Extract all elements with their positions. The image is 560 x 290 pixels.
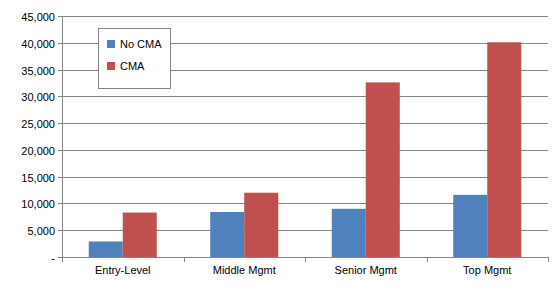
bar xyxy=(210,212,244,257)
y-tick xyxy=(58,70,62,71)
chart-container: - 5,000 10,000 15,000 20,000 25,000 30,000 35,0… xyxy=(0,0,560,290)
y-tick-label: - xyxy=(51,252,55,264)
legend-swatch xyxy=(107,40,115,48)
legend-box xyxy=(99,29,171,89)
y-tick xyxy=(58,203,62,204)
x-tick-label: Senior Mgmt xyxy=(335,264,397,276)
grid-line xyxy=(62,177,548,178)
y-tick xyxy=(58,257,62,258)
x-tick xyxy=(184,257,185,262)
legend-label: CMA xyxy=(120,60,145,72)
x-tick xyxy=(427,257,428,262)
x-tick-label: Entry-Level xyxy=(95,264,151,276)
bar xyxy=(332,209,366,257)
bar xyxy=(487,42,521,257)
bar xyxy=(123,213,157,257)
grid-line xyxy=(62,96,548,97)
y-tick xyxy=(58,177,62,178)
y-tick xyxy=(58,96,62,97)
x-tick-label: Middle Mgmt xyxy=(213,264,276,276)
y-tick-label: 15,000 xyxy=(21,172,55,184)
y-tick xyxy=(58,123,62,124)
legend: No CMA CMA xyxy=(99,29,171,89)
y-tick-label: 40,000 xyxy=(21,38,55,50)
y-tick-label: 45,000 xyxy=(21,11,55,23)
y-tick-label: 25,000 xyxy=(21,118,55,130)
y-tick xyxy=(58,230,62,231)
x-tick-label: Top Mgmt xyxy=(463,264,511,276)
grid-line xyxy=(62,150,548,151)
x-tick xyxy=(548,257,549,262)
y-tick-label: 30,000 xyxy=(21,91,55,103)
y-tick xyxy=(58,150,62,151)
x-tick xyxy=(62,257,63,262)
y-axis xyxy=(62,16,63,257)
bar xyxy=(89,241,123,257)
x-tick xyxy=(305,257,306,262)
legend-label: No CMA xyxy=(120,38,162,50)
y-tick-label: 5,000 xyxy=(27,225,55,237)
y-tick-label: 20,000 xyxy=(21,145,55,157)
y-tick xyxy=(58,43,62,44)
y-tick xyxy=(58,16,62,17)
bar xyxy=(453,195,487,257)
y-tick-label: 35,000 xyxy=(21,65,55,77)
legend-swatch xyxy=(107,62,115,70)
bar xyxy=(366,82,400,257)
y-tick-label: 10,000 xyxy=(21,198,55,210)
chart-svg: - 5,000 10,000 15,000 20,000 25,000 30,000 35,0… xyxy=(0,0,560,290)
grid-line xyxy=(62,123,548,124)
bar xyxy=(244,193,278,257)
grid-line xyxy=(62,16,548,17)
